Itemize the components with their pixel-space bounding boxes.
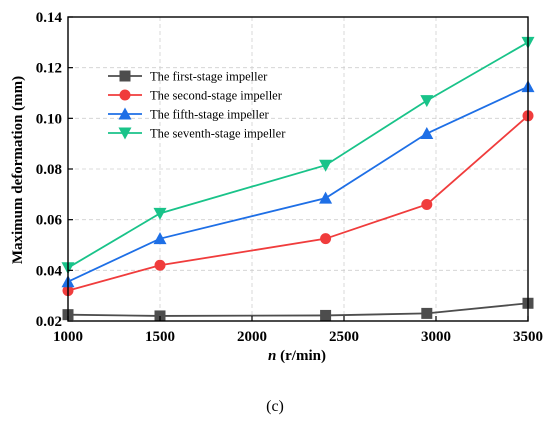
x-tick-label: 3000: [421, 329, 451, 345]
legend-label: The first-stage impeller: [150, 70, 268, 84]
x-tick-label: 1000: [53, 329, 83, 345]
series-3: [61, 80, 535, 288]
y-axis-title: Maximum deformation (mm): [10, 76, 26, 264]
legend-item: The seventh-stage impeller: [108, 127, 286, 141]
y-tick-label: 0.08: [36, 162, 62, 178]
data-point: [319, 191, 333, 204]
legend-label: The fifth-stage impeller: [150, 108, 270, 122]
legend-label: The second-stage impeller: [150, 89, 283, 103]
series-line: [67, 85, 529, 283]
legend-marker: [119, 70, 131, 82]
series-2: [62, 110, 534, 297]
y-tick-label: 0.04: [36, 263, 63, 279]
series-group: [61, 36, 535, 322]
x-axis-title-variable: n: [268, 348, 276, 364]
legend: The first-stage impeller The second-stage…: [108, 70, 286, 141]
data-point: [153, 232, 167, 245]
legend-item: The second-stage impeller: [108, 89, 283, 103]
x-tick-label: 1500: [145, 329, 175, 345]
legend-item: The first-stage impeller: [108, 70, 268, 84]
y-tick-label: 0.10: [36, 111, 62, 127]
series-4: [61, 36, 535, 275]
x-tick-label: 3500: [513, 329, 543, 345]
x-axis-title-unit: (r/min): [276, 348, 326, 364]
data-point: [421, 307, 433, 319]
figure-caption: (c): [266, 398, 284, 415]
data-point: [153, 207, 167, 220]
x-axis-title: n (r/min): [268, 348, 326, 364]
data-point: [154, 310, 166, 322]
y-tick-label: 0.06: [36, 213, 63, 229]
series-1: [62, 297, 534, 322]
legend-marker: [118, 107, 132, 120]
axis-ticks: 1000 1500 2000 2500 3000 3500 0.02 0.04 0.06 0.08…: [36, 10, 543, 345]
legend-label: The seventh-stage impeller: [150, 127, 286, 141]
legend-marker: [118, 127, 132, 140]
data-point: [320, 233, 332, 245]
plot-frame: [67, 16, 529, 322]
y-tick-label: 0.14: [36, 10, 63, 26]
data-point: [154, 259, 166, 271]
y-tick-label: 0.02: [36, 314, 62, 330]
series-line: [67, 115, 529, 292]
series-line: [67, 302, 529, 317]
grid-lines: [68, 17, 528, 321]
x-tick-label: 2000: [237, 329, 267, 345]
data-point: [320, 309, 332, 321]
data-point: [319, 159, 333, 172]
x-tick-label: 2500: [329, 329, 359, 345]
data-point: [421, 198, 433, 210]
y-tick-label: 0.12: [36, 61, 62, 77]
data-point: [420, 95, 434, 108]
data-point: [420, 127, 434, 140]
legend-item: The fifth-stage impeller: [108, 107, 270, 122]
legend-marker: [119, 89, 131, 101]
